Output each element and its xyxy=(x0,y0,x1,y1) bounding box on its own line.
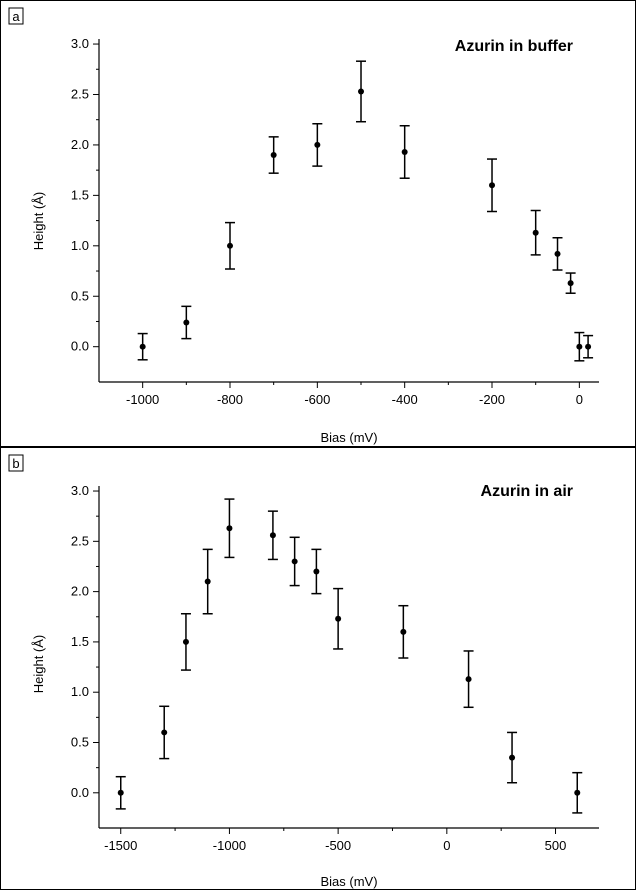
chart-b-ytick-label: 0.5 xyxy=(71,735,89,750)
panel-a-label-box xyxy=(8,7,24,25)
chart-a-point-group xyxy=(565,272,576,294)
chart-b-xtick-label: 0 xyxy=(443,838,450,853)
chart-a-xtick-label: -200 xyxy=(479,392,505,407)
chart-a-xtick-label: -1000 xyxy=(126,392,159,407)
chart-b-data-point xyxy=(182,638,189,645)
chart-a-xtick-label: 0 xyxy=(576,392,583,407)
chart-b-data-point xyxy=(291,558,298,565)
chart-a-point-group xyxy=(137,332,148,361)
chart-b-data-point xyxy=(204,578,211,585)
chart-a-ytick-label: 1.5 xyxy=(71,187,89,202)
chart-b-ytick-label: 0.0 xyxy=(71,785,89,800)
chart-b-data-point xyxy=(335,615,342,622)
chart-a-data-point xyxy=(358,88,365,95)
panel-b: b Azurin in air Bias (mV) Height (Å) 0.0… xyxy=(0,447,636,890)
panel-b-label-box xyxy=(8,454,24,472)
chart-a-ytick-label: 2.5 xyxy=(71,86,89,101)
chart-b-ylabel: Height (Å) xyxy=(31,635,46,694)
chart-a-data-point xyxy=(585,343,592,350)
chart-a-title: Azurin in buffer xyxy=(455,38,573,55)
chart-b-title: Azurin in air xyxy=(481,483,573,500)
chart-a-xtick-label: -600 xyxy=(304,392,330,407)
chart-a-point-group xyxy=(356,60,367,123)
chart-a-data-point xyxy=(183,319,190,326)
chart-b-xtick-label: -1000 xyxy=(213,838,246,853)
chart-a-data-point xyxy=(270,152,277,159)
chart-b-xtick-label: -1500 xyxy=(104,838,137,853)
chart-a: a Azurin in buffer Bias (mV) Height (Å) … xyxy=(8,7,599,445)
chart-a-xlabel: Bias (mV) xyxy=(320,430,377,445)
chart-a-point-group xyxy=(225,221,236,270)
chart-a-point-group xyxy=(181,305,192,340)
chart-b-point-group xyxy=(289,536,300,587)
chart-a-ytick-label: 0.5 xyxy=(71,288,89,303)
chart-a-data-point xyxy=(401,148,408,155)
chart-a-point-group xyxy=(487,158,498,213)
chart-a-data-point xyxy=(314,141,321,148)
chart-b-point-group xyxy=(463,650,474,709)
chart-b-ytick-label: 3.0 xyxy=(71,483,89,498)
chart-a-point-group xyxy=(552,236,563,271)
chart-a-ytick-label: 1.0 xyxy=(71,238,89,253)
chart-a-point-group xyxy=(312,122,323,167)
chart-a-ytick-label: 3.0 xyxy=(71,36,89,51)
chart-b-point-group xyxy=(267,510,278,561)
chart-a-ytick-label: 0.0 xyxy=(71,339,89,354)
chart-b-point-group xyxy=(311,548,322,595)
chart-b-point-group xyxy=(159,705,170,760)
chart-a-ylabel: Height (Å) xyxy=(31,192,46,251)
chart-b-point-group xyxy=(507,731,518,784)
chart-b-point-group xyxy=(115,775,126,810)
chart-b-xtick-label: 500 xyxy=(545,838,567,853)
chart-b-data-point xyxy=(465,676,472,683)
chart-b-point-group xyxy=(333,587,344,650)
panel-b-letter: b xyxy=(12,456,19,471)
chart-b-point-group xyxy=(572,771,583,814)
chart-b-data-point xyxy=(226,525,233,532)
chart-b-data-point xyxy=(574,789,581,796)
chart-b-point-group xyxy=(202,548,213,615)
chart-b-data-point xyxy=(509,754,516,761)
chart-a-point-group xyxy=(399,125,410,179)
chart-a-data-point xyxy=(576,343,583,350)
chart-b-data-point xyxy=(400,628,407,635)
chart-a-data-point xyxy=(139,343,146,350)
chart-b-data-point xyxy=(313,568,320,575)
chart-b-point-group xyxy=(398,604,409,659)
chart-a-data-point xyxy=(227,242,234,249)
chart-b-point-group xyxy=(224,498,235,559)
chart-a-data-point xyxy=(489,182,496,189)
chart-b-ytick-label: 1.5 xyxy=(71,634,89,649)
chart-b-ytick-label: 1.0 xyxy=(71,684,89,699)
chart-a-point-group xyxy=(530,209,541,256)
panel-a: a Azurin in buffer Bias (mV) Height (Å) … xyxy=(0,0,636,447)
chart-a-data-point xyxy=(567,280,574,287)
chart-b-ytick-label: 2.5 xyxy=(71,533,89,548)
chart-b-xlabel: Bias (mV) xyxy=(320,874,377,889)
panel-a-letter: a xyxy=(12,9,20,24)
chart-b-point-group xyxy=(180,612,191,671)
chart-a-data-point xyxy=(532,229,539,236)
chart-b-xtick-label: -500 xyxy=(325,838,351,853)
chart-b-data-point xyxy=(161,729,168,736)
chart-b-data-point xyxy=(269,532,276,539)
chart-a-xtick-label: -800 xyxy=(217,392,243,407)
chart-a-ytick-label: 2.0 xyxy=(71,137,89,152)
chart-a-data-point xyxy=(554,250,561,257)
chart-b-data-point xyxy=(117,789,124,796)
chart-a-xtick-label: -400 xyxy=(392,392,418,407)
chart-a-point-group xyxy=(268,136,279,174)
chart-b-ytick-label: 2.0 xyxy=(71,584,89,599)
chart-b: b Azurin in air Bias (mV) Height (Å) 0.0… xyxy=(8,454,599,889)
chart-a-point-group xyxy=(583,334,594,359)
chart-a-point-group xyxy=(574,331,585,362)
